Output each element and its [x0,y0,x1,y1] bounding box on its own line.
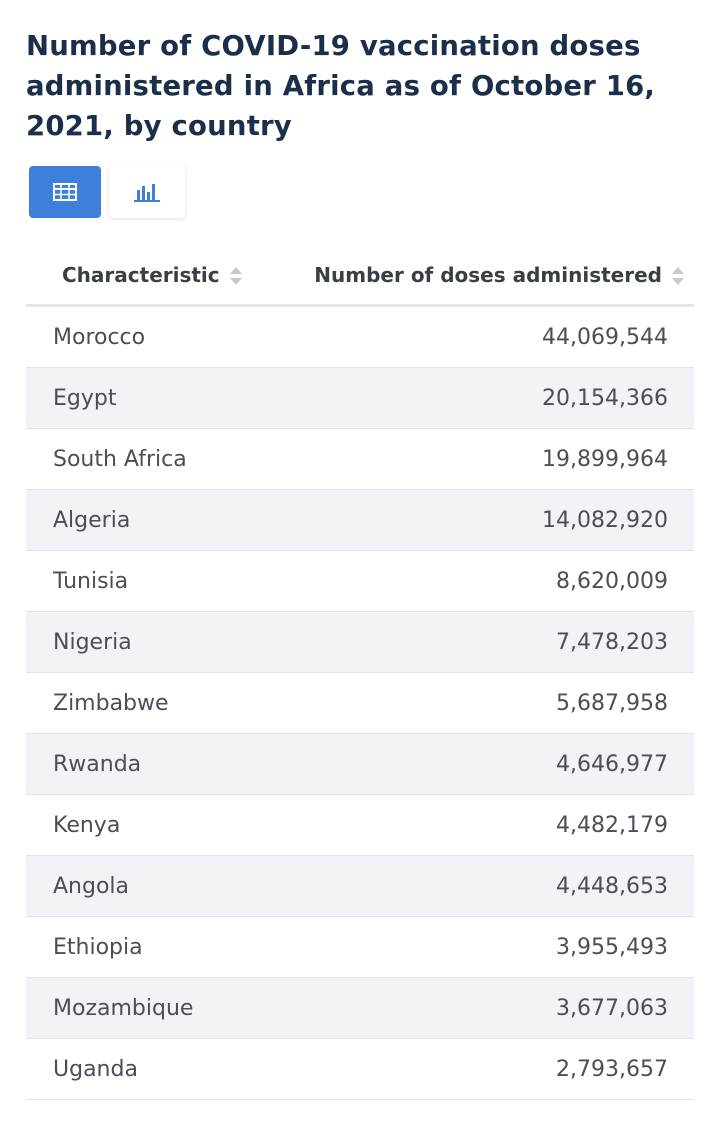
table-row: South Africa 19,899,964 [26,428,694,490]
doses-cell: 4,448,653 [276,855,694,917]
sort-icon[interactable] [672,265,684,287]
table-row: Nigeria 7,478,203 [26,611,694,673]
doses-cell: 3,677,063 [276,977,694,1039]
doses-cell: 19,899,964 [276,428,694,490]
table-header-row: Characteristic Number of doses administe… [26,246,694,307]
table-icon [53,183,77,201]
table-row: Zimbabwe 5,687,958 [26,672,694,734]
bar-chart-icon [134,184,160,202]
table-row: Egypt 20,154,366 [26,367,694,429]
table-row: Uganda 2,793,657 [26,1038,694,1100]
column-header-doses[interactable]: Number of doses administered [276,246,694,307]
table-row: Morocco 44,069,544 [26,305,694,368]
country-cell: Nigeria [26,611,276,673]
country-cell: Ethiopia [26,916,276,978]
country-cell: Zimbabwe [26,672,276,734]
doses-cell: 14,082,920 [276,489,694,551]
country-cell: Morocco [26,305,276,368]
country-cell: Algeria [26,489,276,551]
table-view-button[interactable] [29,166,101,218]
doses-cell: 3,955,493 [276,916,694,978]
country-cell: Angola [26,855,276,917]
table-row: Ethiopia 3,955,493 [26,916,694,978]
country-cell: Uganda [26,1038,276,1100]
doses-cell: 2,793,657 [276,1038,694,1100]
country-cell: South Africa [26,428,276,490]
doses-cell: 4,482,179 [276,794,694,856]
table-row: Kenya 4,482,179 [26,794,694,856]
doses-cell: 4,646,977 [276,733,694,795]
column-header-label: Number of doses administered [314,262,662,287]
table-row: Algeria 14,082,920 [26,489,694,551]
data-table: Characteristic Number of doses administe… [26,246,694,1100]
doses-cell: 20,154,366 [276,367,694,429]
country-cell: Tunisia [26,550,276,612]
table-row: Mozambique 3,677,063 [26,977,694,1039]
chart-view-button[interactable] [109,166,185,218]
doses-cell: 8,620,009 [276,550,694,612]
table-row: Rwanda 4,646,977 [26,733,694,795]
table-row: Tunisia 8,620,009 [26,550,694,612]
column-header-label: Characteristic [62,262,220,287]
doses-cell: 7,478,203 [276,611,694,673]
country-cell: Mozambique [26,977,276,1039]
country-cell: Kenya [26,794,276,856]
sort-icon[interactable] [229,265,242,287]
country-cell: Egypt [26,367,276,429]
doses-cell: 5,687,958 [276,672,694,734]
doses-cell: 44,069,544 [276,305,694,368]
country-cell: Rwanda [26,733,276,795]
column-header-characteristic[interactable]: Characteristic [26,246,276,307]
table-row: Angola 4,448,653 [26,855,694,917]
page-title: Number of COVID-19 vaccination doses adm… [26,30,656,142]
